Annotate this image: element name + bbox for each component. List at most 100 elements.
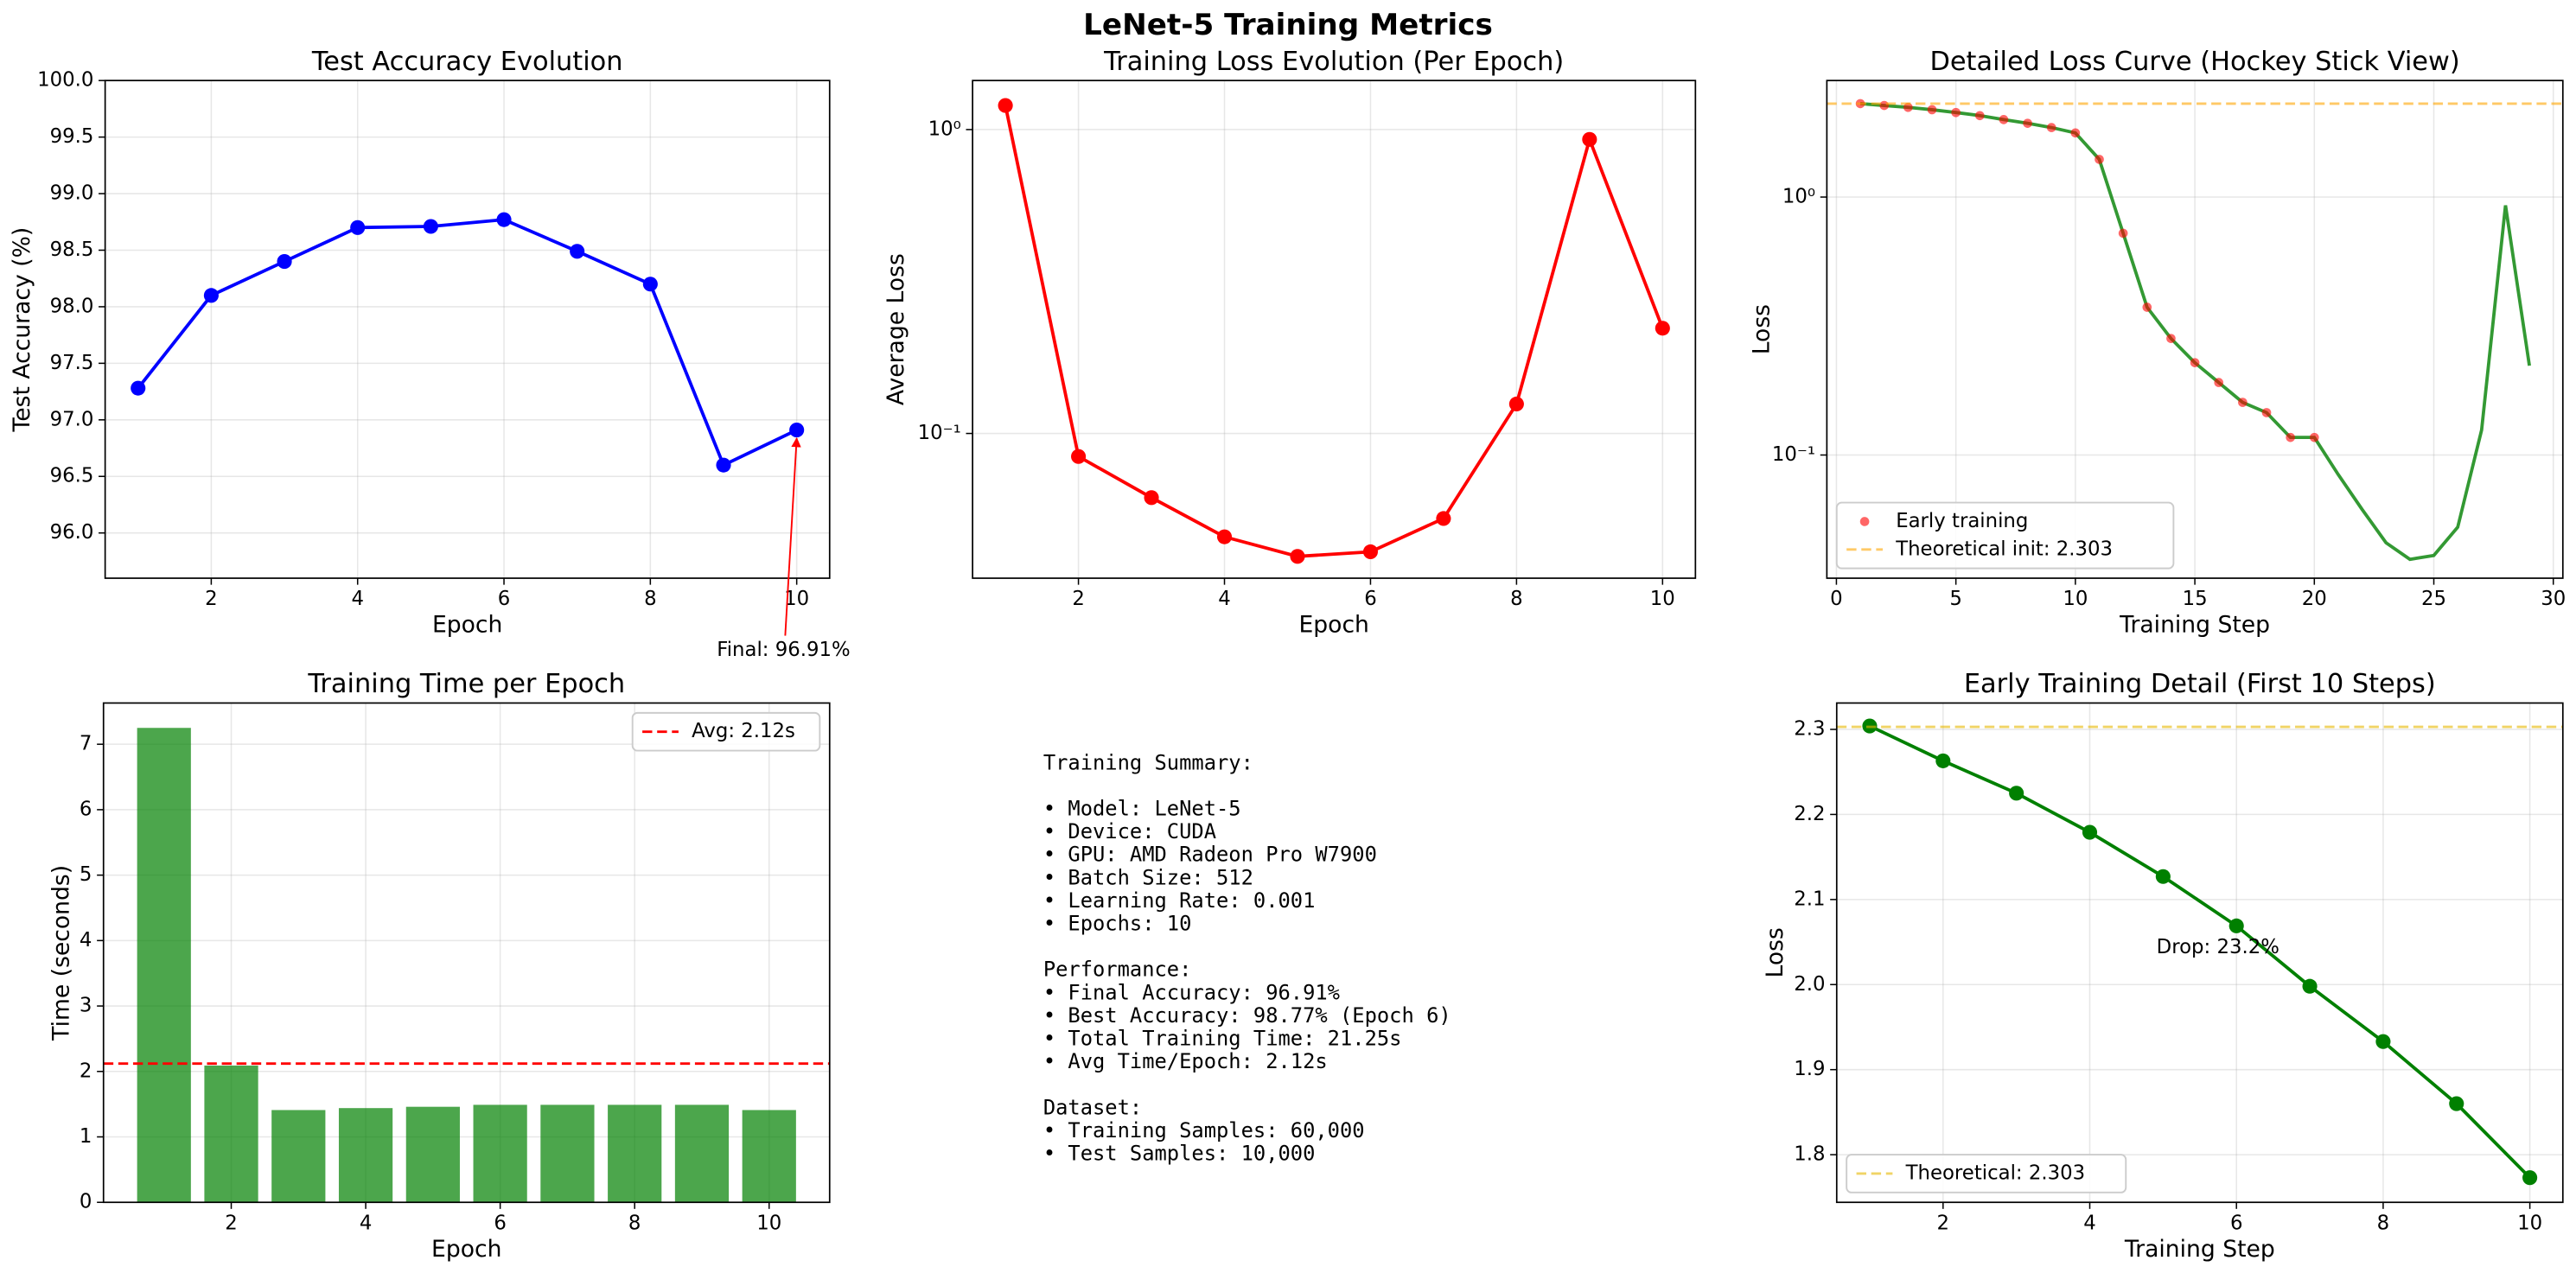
y-tick-label: 96.5 — [50, 465, 94, 487]
x-tick-label: 10 — [2517, 1212, 2542, 1234]
y-tick-label: 99.5 — [50, 125, 94, 148]
summary-line: Performance: — [1043, 958, 1192, 982]
x-tick-label: 6 — [2230, 1212, 2243, 1234]
y-axis-label: Average Loss — [883, 253, 909, 405]
y-tick-label: 3 — [80, 995, 92, 1017]
x-tick-label: 8 — [2377, 1212, 2390, 1234]
y-tick-label: 4 — [80, 929, 92, 952]
data-line — [137, 218, 798, 468]
axes-title: Early Training Detail (First 10 Steps) — [1964, 669, 2436, 699]
y-tick-label: 6 — [80, 798, 92, 820]
x-tick-label: 4 — [2083, 1212, 2096, 1234]
x-tick-label: 4 — [1218, 588, 1231, 610]
y-tick-label: 99.0 — [50, 182, 94, 205]
x-tick-label: 10 — [756, 1212, 781, 1234]
legend-marker — [1859, 517, 1870, 526]
y-axis-label: Loss — [1749, 304, 1776, 354]
summary-line: • Final Accuracy: 96.91% — [1043, 980, 1340, 1004]
bar — [405, 1106, 460, 1203]
legend-label: Theoretical: 2.303 — [1905, 1162, 2086, 1184]
data-point — [1508, 396, 1524, 412]
data-point — [1290, 549, 1305, 564]
summary-line: • Best Accuracy: 98.77% (Epoch 6) — [1043, 1003, 1451, 1028]
scatter-point — [2142, 302, 2152, 312]
summary-line: • Training Samples: 60,000 — [1043, 1118, 1365, 1143]
scatter-point — [2070, 128, 2081, 138]
data-point — [2155, 869, 2171, 884]
x-tick-label: 8 — [644, 588, 657, 610]
legend-label: Early training — [1896, 510, 2028, 532]
y-tick-label: 2.0 — [1794, 973, 1825, 996]
x-tick-label: 6 — [1364, 588, 1377, 610]
summary-line: • Batch Size: 512 — [1043, 865, 1253, 889]
data-point — [277, 254, 292, 270]
y-tick-label: 10⁰ — [928, 118, 961, 140]
figure-title: LeNet-5 Training Metrics — [1083, 8, 1493, 42]
bar — [338, 1108, 393, 1203]
x-tick-label: 0 — [1830, 588, 1843, 610]
legend-box — [1835, 501, 2175, 570]
scatter-point — [1903, 102, 1913, 112]
y-tick-label: 2.1 — [1794, 888, 1825, 910]
data-point — [1935, 753, 1951, 768]
axes-frame — [1826, 80, 2564, 579]
scatter-point — [2214, 378, 2224, 387]
data-point — [423, 219, 438, 234]
data-point — [789, 423, 805, 438]
y-tick-label: 7 — [80, 733, 92, 755]
data-point — [716, 457, 731, 473]
x-axis-label: Epoch — [431, 1236, 501, 1263]
x-tick-label: 2 — [225, 1212, 238, 1234]
data-point — [1655, 321, 1670, 336]
annotation-arrow — [784, 436, 801, 636]
scatter-point — [1879, 100, 1890, 111]
y-axis-label: Test Accuracy (%) — [9, 227, 35, 433]
data-point — [1216, 529, 1233, 544]
data-point — [2009, 786, 2024, 801]
scatter-point — [1974, 111, 1985, 121]
data-point — [2375, 1034, 2391, 1049]
scatter-point — [2118, 228, 2128, 239]
y-tick-label: 5 — [80, 863, 92, 886]
data-point — [1071, 449, 1087, 464]
summary-line: • Total Training Time: 21.25s — [1043, 1027, 1402, 1051]
scatter-point — [2046, 123, 2056, 132]
axes-frame — [102, 702, 831, 1204]
legend-box — [1846, 1154, 2127, 1193]
data-point — [203, 288, 219, 303]
data-point — [496, 212, 512, 227]
y-tick-label: 98.0 — [50, 295, 94, 317]
y-tick-label: 2 — [80, 1060, 92, 1082]
x-tick-label: 8 — [1510, 588, 1523, 610]
x-tick-label: 30 — [2541, 588, 2566, 610]
scatter-point — [2095, 155, 2104, 164]
data-point — [998, 98, 1013, 113]
y-tick-label: 1.8 — [1794, 1143, 1825, 1166]
x-tick-label: 2 — [1072, 588, 1085, 610]
scatter-point — [2286, 432, 2295, 442]
axes-title: Training Time per Epoch — [307, 669, 625, 699]
bar — [137, 728, 191, 1203]
bar — [204, 1065, 258, 1203]
bar — [608, 1104, 662, 1203]
data-point — [131, 380, 146, 396]
y-tick-label: 96.0 — [50, 521, 94, 544]
y-tick-label: 1.9 — [1794, 1058, 1825, 1080]
y-tick-label: 0 — [80, 1191, 92, 1213]
x-tick-label: 4 — [360, 1212, 373, 1234]
scatter-point — [2166, 334, 2176, 343]
summary-line: Training Summary: — [1043, 750, 1253, 774]
summary-line: • Device: CUDA — [1043, 819, 1216, 843]
scatter-point — [1999, 115, 2009, 124]
x-axis-label: Epoch — [1298, 612, 1368, 639]
scatter-point — [2261, 408, 2272, 417]
y-tick-label: 98.5 — [50, 239, 94, 261]
x-tick-label: 5 — [1949, 588, 1962, 610]
bar — [540, 1104, 595, 1203]
x-tick-label: 2 — [1937, 1212, 1950, 1234]
annotation: Drop: 23.2% — [2157, 936, 2280, 958]
scatter-point — [2023, 118, 2032, 128]
axes-title: Test Accuracy Evolution — [311, 47, 623, 77]
x-tick-label: 10 — [2063, 588, 2088, 610]
y-tick-label: 10⁰ — [1782, 186, 1815, 208]
